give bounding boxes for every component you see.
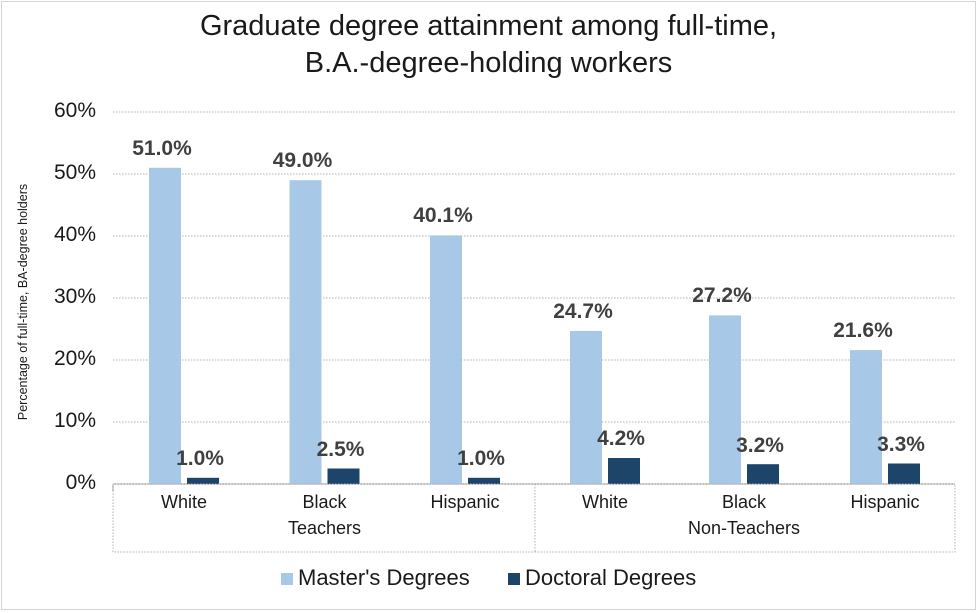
- svg-text:40%: 40%: [54, 223, 96, 246]
- svg-text:Black: Black: [302, 492, 347, 512]
- svg-text:Hispanic: Hispanic: [430, 492, 499, 512]
- svg-text:21.6%: 21.6%: [833, 319, 893, 342]
- svg-text:20%: 20%: [54, 347, 96, 370]
- svg-text:2.5%: 2.5%: [317, 438, 365, 461]
- svg-text:Hispanic: Hispanic: [850, 492, 919, 512]
- svg-text:30%: 30%: [54, 285, 96, 308]
- svg-text:Black: Black: [722, 492, 767, 512]
- svg-text:3.3%: 3.3%: [877, 433, 925, 456]
- svg-text:3.2%: 3.2%: [736, 434, 784, 457]
- svg-text:White: White: [582, 492, 628, 512]
- svg-text:60%: 60%: [54, 99, 96, 122]
- svg-text:0%: 0%: [66, 471, 96, 494]
- svg-text:Teachers: Teachers: [288, 518, 361, 538]
- svg-text:Master's Degrees: Master's Degrees: [298, 565, 470, 590]
- svg-text:Doctoral Degrees: Doctoral Degrees: [525, 565, 696, 590]
- svg-text:10%: 10%: [54, 409, 96, 432]
- svg-text:50%: 50%: [54, 161, 96, 184]
- svg-text:51.0%: 51.0%: [132, 137, 192, 160]
- svg-text:White: White: [161, 492, 207, 512]
- svg-text:1.0%: 1.0%: [457, 447, 505, 470]
- svg-text:Non-Teachers: Non-Teachers: [688, 518, 800, 538]
- svg-text:1.0%: 1.0%: [176, 447, 224, 470]
- svg-text:40.1%: 40.1%: [413, 204, 473, 227]
- svg-text:27.2%: 27.2%: [692, 284, 752, 307]
- svg-text:24.7%: 24.7%: [553, 300, 613, 323]
- svg-text:4.2%: 4.2%: [597, 427, 645, 450]
- svg-text:49.0%: 49.0%: [273, 149, 333, 172]
